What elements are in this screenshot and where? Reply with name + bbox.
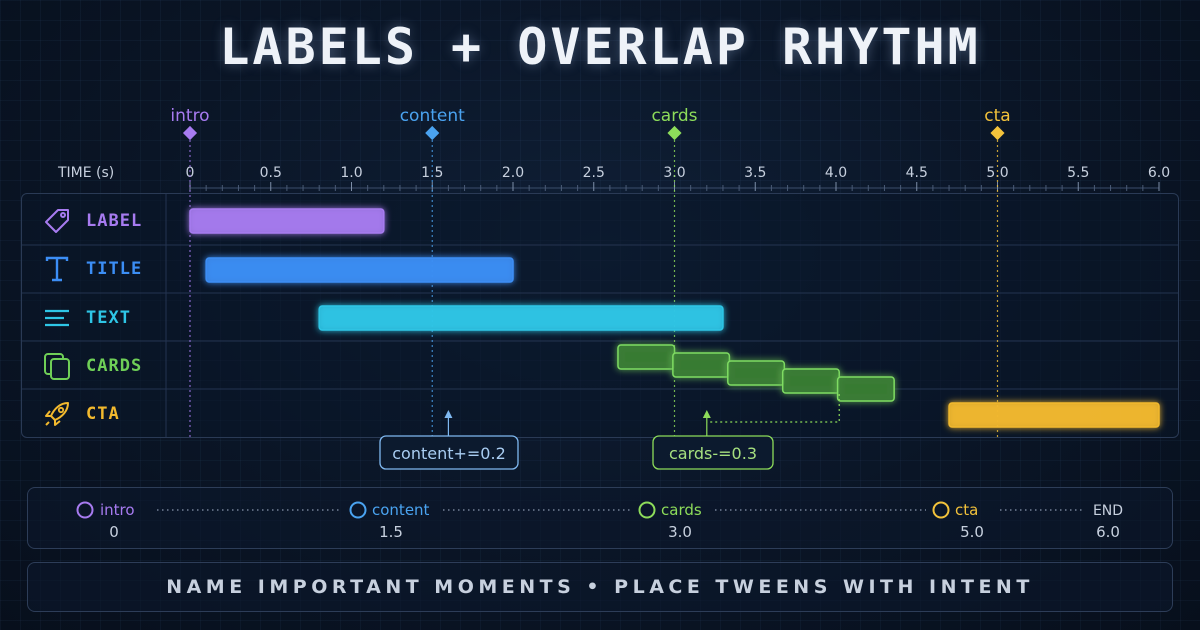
tick-label: 0.5 [260,165,282,181]
track-label-text: TEXT [22,294,166,342]
label-diamond-icon [425,125,440,141]
arrow-up-icon [444,410,453,418]
marker-value: 6.0 [1096,523,1120,541]
tick-label: 2.5 [583,165,605,181]
tween-bar-text [318,305,724,331]
tick-label: 6.0 [1148,165,1170,181]
tick-label: 5.5 [1067,165,1089,181]
track-label-cards: CARDS [22,342,166,390]
footer-text: NAME IMPORTANT MOMENTS • PLACE TWEENS WI… [166,576,1034,598]
rocket-icon [40,397,74,431]
marker-circle-icon [349,501,367,519]
track-name: CTA [86,404,120,424]
tween-bar-title [205,257,514,283]
tick-label: 5.0 [986,165,1008,181]
annotation-text: content+=0.2 [392,444,506,463]
text-t-icon [40,252,74,286]
cards-stack-icon [40,349,74,383]
marker-name: intro [100,501,135,519]
annotation-box [379,435,519,470]
marker-name: content [372,501,430,519]
marker-summary-panel [27,487,1173,549]
marker-circle-icon [932,501,950,519]
track-label-cta: CTA [22,390,166,438]
tick-label: 4.0 [825,165,847,181]
label-name: content [400,106,465,126]
marker-name: cards [661,501,702,519]
card-tween-bar [836,376,895,402]
marker-value: 3.0 [668,523,692,541]
marker-name: END [1093,503,1123,519]
annotation-text: cards-=0.3 [669,444,757,463]
marker-value: 0 [109,523,119,541]
page-title: LABELS + OVERLAP RHYTHM [219,18,981,76]
tick-label: 3.0 [663,165,685,181]
marker-name: cta [955,501,978,519]
footer-panel: NAME IMPORTANT MOMENTS • PLACE TWEENS WI… [27,562,1173,612]
track-label-title: TITLE [22,245,166,293]
tick-label: 1.0 [340,165,362,181]
marker-circle-icon [76,501,94,519]
annotation-bracket [706,394,840,423]
tick-label: 2.0 [502,165,524,181]
marker-circle-icon [638,501,656,519]
axis-label: TIME (s) [57,165,114,181]
label-diamond-icon [667,125,682,141]
track-name: LABEL [86,211,143,231]
tween-bar-cta [948,402,1160,428]
arrow-up-icon [702,410,711,418]
label-name: cards [651,106,697,126]
label-name: cta [984,106,1010,126]
track-label-label: LABEL [22,197,166,245]
label-name: intro [170,106,209,126]
tick-label: 1.5 [421,165,443,181]
track-name: TITLE [86,259,143,279]
annotation-box [652,435,774,470]
tween-bar-label [189,208,385,234]
marker-value: 1.5 [379,523,403,541]
tick-label: 0 [186,165,195,181]
tick-label: 4.5 [906,165,928,181]
track-name: TEXT [86,308,131,328]
tag-icon [40,204,74,238]
track-name: CARDS [86,356,143,376]
tick-label: 3.5 [744,165,766,181]
text-lines-icon [40,301,74,335]
label-diamond-icon [990,125,1005,141]
marker-value: 5.0 [960,523,984,541]
